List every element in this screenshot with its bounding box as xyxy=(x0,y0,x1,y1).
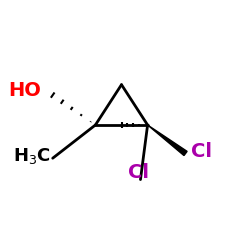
Text: HO: HO xyxy=(8,81,41,100)
Text: Cl: Cl xyxy=(192,142,212,161)
Text: H$_3$C: H$_3$C xyxy=(12,146,50,166)
Polygon shape xyxy=(148,125,187,156)
Text: Cl: Cl xyxy=(128,163,148,182)
